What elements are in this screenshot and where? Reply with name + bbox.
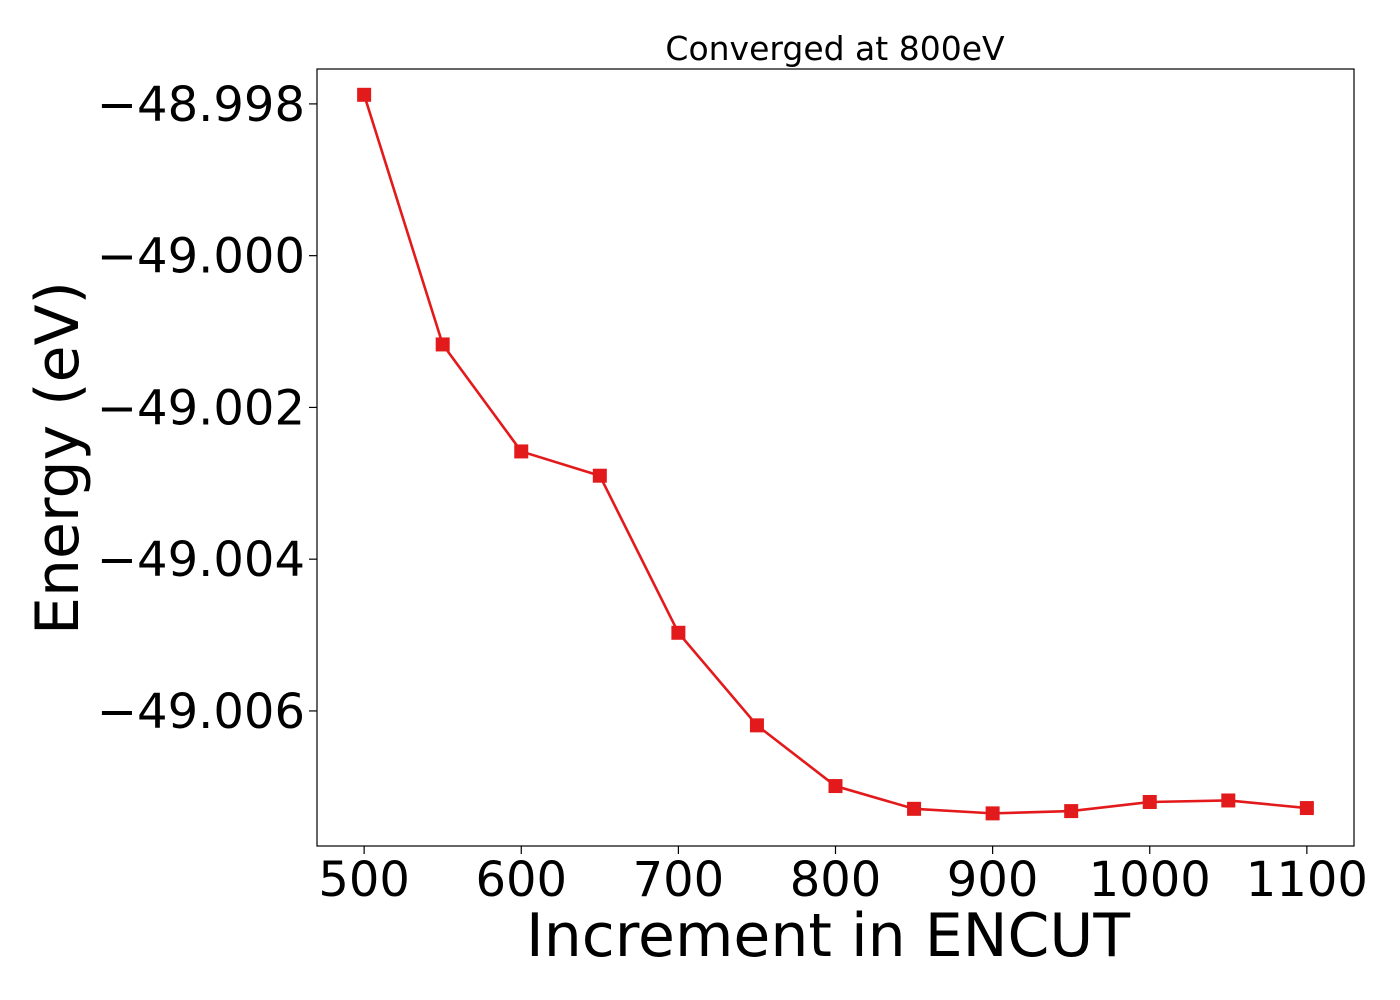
y-tick-label: −49.000 xyxy=(97,229,305,285)
data-point xyxy=(671,625,686,640)
x-tick-label: 700 xyxy=(633,852,725,908)
data-point xyxy=(357,87,372,102)
x-axis-label: Increment in ENCUT xyxy=(526,901,1130,971)
data-point xyxy=(592,468,607,483)
chart-title: Converged at 800eV xyxy=(665,29,1005,68)
data-point xyxy=(1064,804,1079,819)
x-tick-label: 1100 xyxy=(1246,852,1368,908)
series-line xyxy=(362,94,1307,815)
data-point xyxy=(1299,801,1314,816)
data-point xyxy=(1142,794,1157,809)
data-point xyxy=(749,718,764,733)
series-layer xyxy=(357,87,1314,821)
x-tick-label: 900 xyxy=(947,852,1039,908)
data-point xyxy=(828,779,843,794)
x-axis: 500 600 700 800 900 1000 1100 xyxy=(318,846,1368,908)
data-point xyxy=(435,337,450,352)
y-axis-label: Energy (eV) xyxy=(23,281,93,635)
x-tick-label: 1000 xyxy=(1089,852,1211,908)
y-tick-label: −49.004 xyxy=(97,532,305,588)
y-tick-label: −49.002 xyxy=(97,380,305,436)
data-point xyxy=(985,806,1000,821)
plot-frame xyxy=(316,68,1355,847)
x-tick-label: 600 xyxy=(475,852,567,908)
data-point xyxy=(907,801,922,816)
y-tick-label: −49.006 xyxy=(97,684,305,740)
y-axis: −48.998 −49.000 −49.002 −49.004 −49.006 xyxy=(97,77,317,740)
x-tick-label: 500 xyxy=(318,852,410,908)
data-point xyxy=(514,444,529,459)
y-tick-label: −48.998 xyxy=(97,77,305,133)
x-tick-label: 800 xyxy=(790,852,882,908)
data-point xyxy=(1221,793,1236,808)
